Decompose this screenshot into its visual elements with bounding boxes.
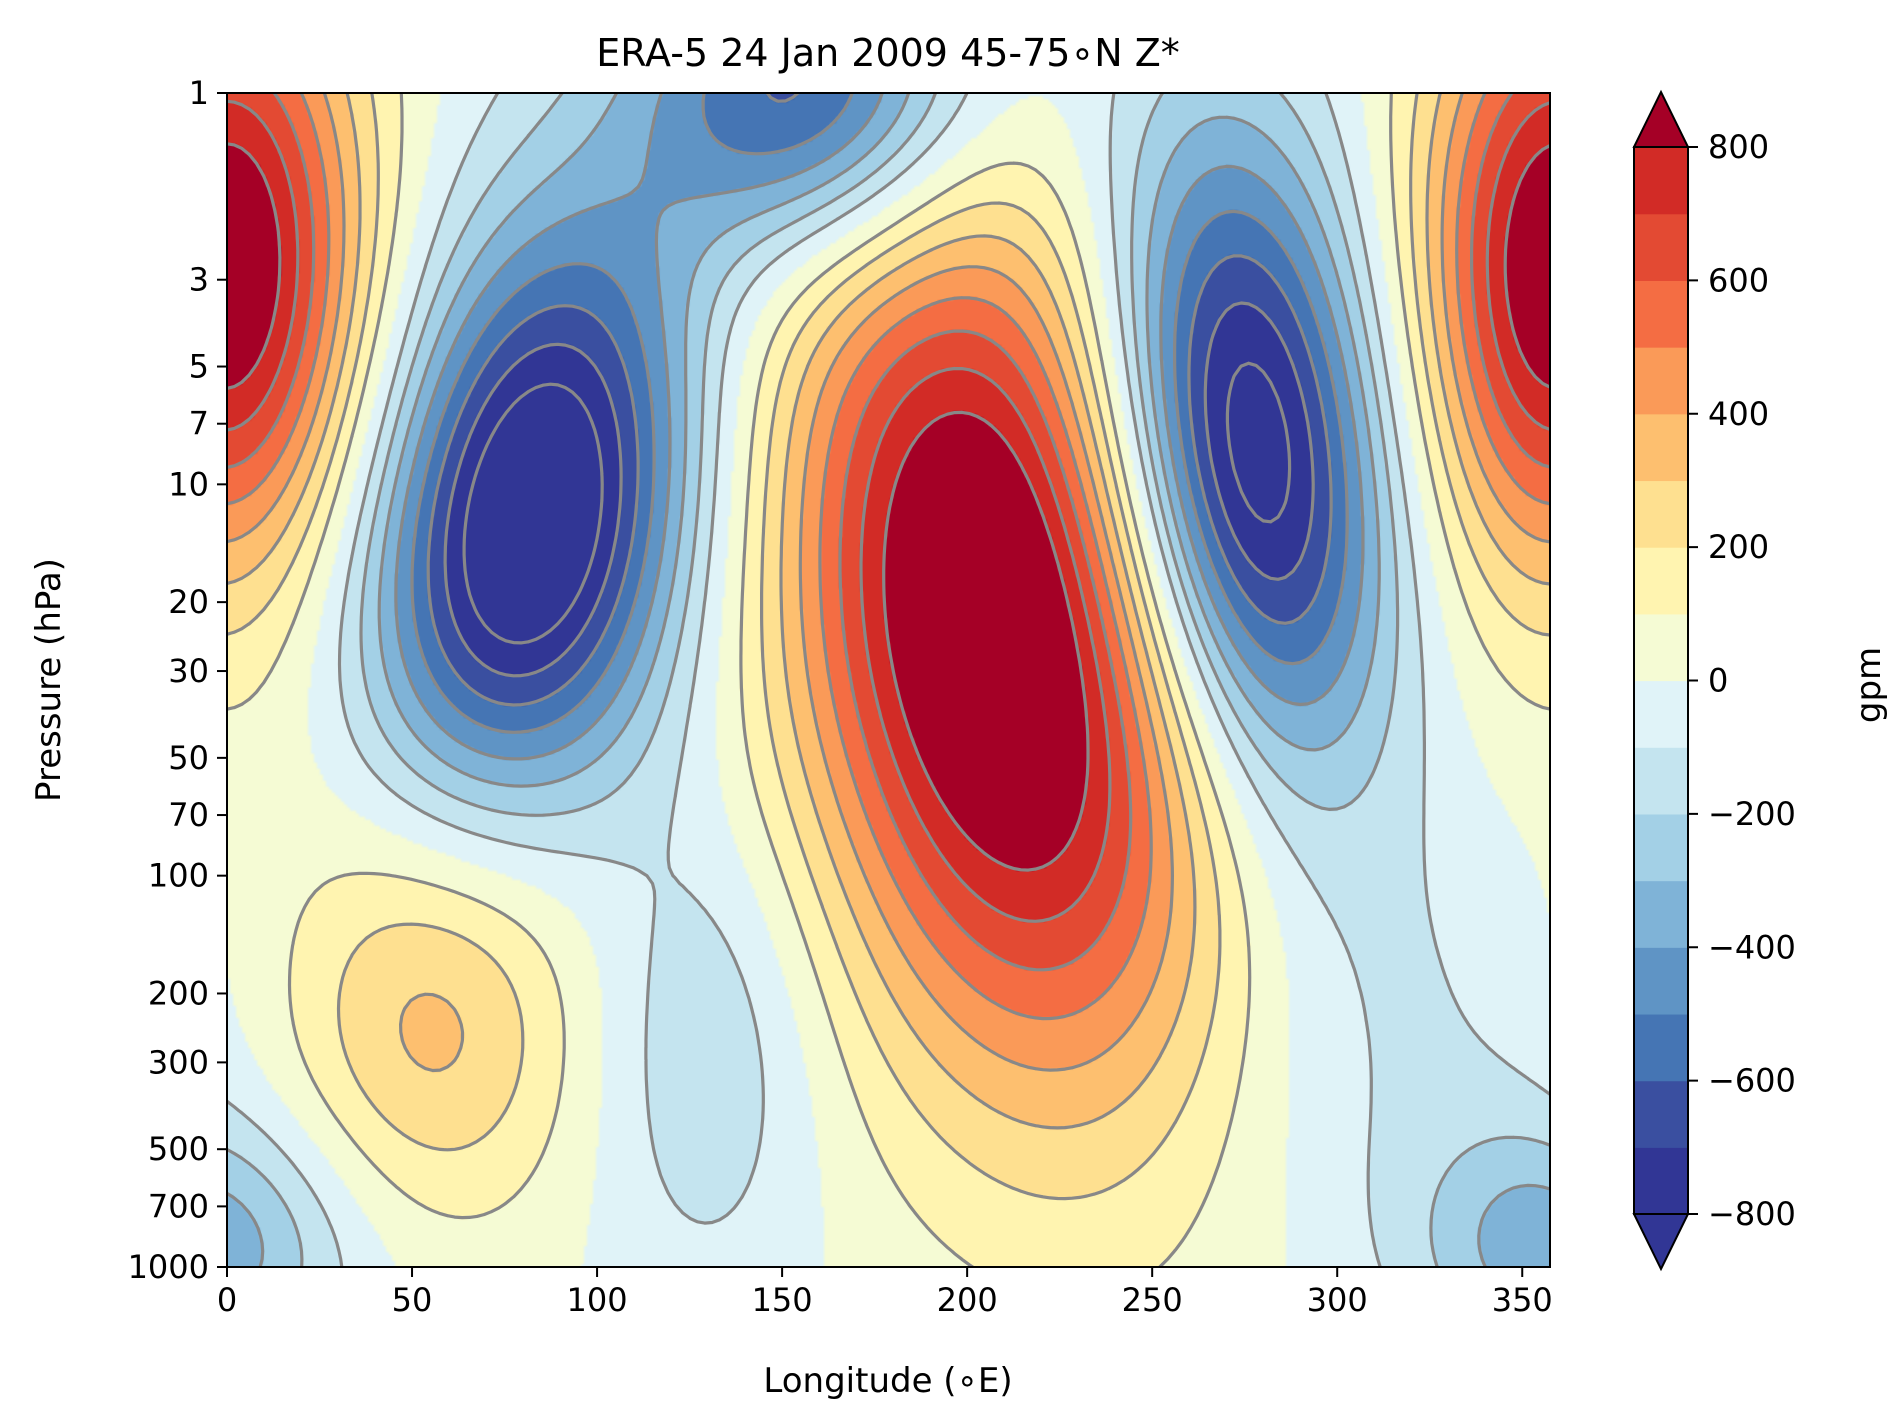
colorbar-band bbox=[1634, 1147, 1688, 1215]
colorbar-label: gpm bbox=[1849, 647, 1889, 723]
contour-positive bbox=[227, 93, 1550, 1267]
y-tick-label: 1000 bbox=[128, 1248, 209, 1286]
contour-positive bbox=[227, 142, 1550, 872]
colorbar-band bbox=[1634, 1080, 1688, 1148]
colorbar-over-arrow bbox=[1632, 89, 1690, 148]
colorbar-tick-label: −600 bbox=[1708, 1062, 1796, 1100]
colorbar-band bbox=[1634, 613, 1688, 682]
colorbar bbox=[1632, 89, 1690, 1272]
colorbar-band bbox=[1634, 680, 1688, 748]
colorbar-tick-label: −400 bbox=[1708, 928, 1796, 966]
colorbar-band bbox=[1634, 280, 1688, 348]
y-tick-label: 70 bbox=[168, 796, 209, 834]
field-raster bbox=[227, 93, 1550, 1267]
y-tick-label: 5 bbox=[189, 348, 209, 386]
x-tick-label: 300 bbox=[1307, 1281, 1368, 1319]
colorbar-tick-label: 200 bbox=[1708, 528, 1769, 566]
colorbar-band bbox=[1634, 813, 1688, 882]
contour-positive bbox=[227, 99, 1550, 923]
x-tick-label: 150 bbox=[752, 1281, 813, 1319]
colorbar-band bbox=[1634, 147, 1688, 215]
colorbar-under-arrow bbox=[1632, 1213, 1690, 1272]
y-tick-label: 3 bbox=[189, 261, 209, 299]
x-tick-label: 200 bbox=[937, 1281, 998, 1319]
colorbar-tick-label: 400 bbox=[1708, 395, 1769, 433]
y-tick-label: 50 bbox=[168, 739, 209, 777]
contour-plot-area bbox=[227, 93, 1550, 1267]
contour-negative bbox=[227, 93, 1550, 1267]
y-tick-label: 7 bbox=[189, 405, 209, 443]
contour-negative bbox=[394, 93, 1365, 761]
contour-positive bbox=[227, 93, 1550, 1130]
contour-positive bbox=[227, 93, 1550, 1072]
contour-negative bbox=[227, 93, 1550, 1267]
x-tick-label: 250 bbox=[1122, 1281, 1183, 1319]
chart-title: ERA-5 24 Jan 2009 45-75∘N Z* bbox=[596, 31, 1180, 75]
x-axis-ticks: 0 50 100 150 200 250 300 350 bbox=[217, 1267, 1553, 1319]
colorbar-tick-label: 0 bbox=[1708, 662, 1728, 700]
colorbar-band bbox=[1634, 413, 1688, 482]
y-tick-label: 1 bbox=[189, 74, 209, 112]
y-tick-label: 300 bbox=[148, 1043, 209, 1081]
colorbar-band bbox=[1634, 947, 1688, 1015]
contour-positive bbox=[227, 93, 1550, 972]
plot-frame bbox=[226, 92, 1551, 1268]
x-tick-label: 0 bbox=[217, 1281, 237, 1319]
colorbar-band bbox=[1634, 747, 1688, 815]
contour-lines bbox=[227, 93, 1550, 1267]
colorbar-band bbox=[1634, 213, 1688, 281]
colorbar-tick-label: 800 bbox=[1708, 128, 1769, 166]
colorbar-tick-label: 600 bbox=[1708, 261, 1769, 299]
y-tick-label: 30 bbox=[168, 652, 209, 690]
x-tick-label: 100 bbox=[567, 1281, 628, 1319]
colorbar-band bbox=[1634, 480, 1688, 548]
contour-negative bbox=[227, 93, 1550, 1267]
contour-negative bbox=[443, 301, 1315, 678]
x-tick-label: 350 bbox=[1492, 1281, 1553, 1319]
colorbar-band bbox=[1634, 1013, 1688, 1082]
y-tick-label: 10 bbox=[168, 465, 209, 503]
colorbar-band bbox=[1634, 880, 1688, 948]
contour-positive bbox=[227, 93, 1550, 1021]
y-axis-ticks: 1 3 5 7 10 20 30 50 70 100 200 300 500 700 1000 bbox=[128, 74, 227, 1286]
contour-negative bbox=[462, 361, 1292, 645]
y-tick-label: 500 bbox=[148, 1130, 209, 1168]
contour-negative bbox=[410, 93, 1349, 734]
colorbar-tick-label: −200 bbox=[1708, 795, 1796, 833]
colorbar-band bbox=[1634, 347, 1688, 415]
y-axis-label: Pressure (hPa) bbox=[29, 558, 69, 802]
colorbar-ticks: −800 −600 −400 −200 0 200 400 600 800 bbox=[1688, 128, 1796, 1233]
colorbar-band bbox=[1634, 547, 1688, 615]
x-axis-label: Longitude (∘E) bbox=[763, 1361, 1012, 1401]
contour-negative bbox=[426, 93, 1333, 707]
y-tick-label: 700 bbox=[148, 1187, 209, 1225]
x-tick-label: 50 bbox=[392, 1281, 433, 1319]
colorbar-tick-label: −800 bbox=[1708, 1195, 1796, 1233]
contour-positive bbox=[227, 93, 1550, 1201]
y-tick-label: 20 bbox=[168, 583, 209, 621]
y-tick-label: 200 bbox=[148, 974, 209, 1012]
y-tick-label: 100 bbox=[148, 857, 209, 895]
